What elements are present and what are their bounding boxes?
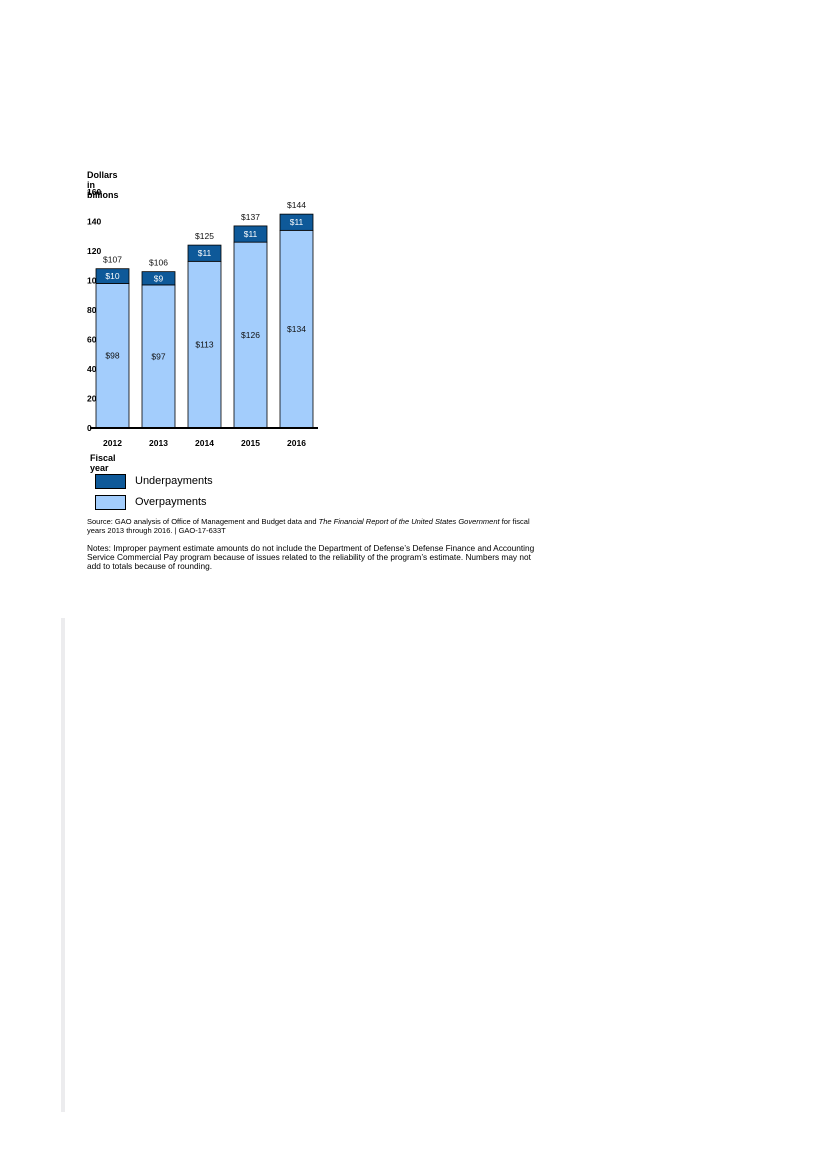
source-title: The Financial Report of the United State… bbox=[318, 517, 500, 526]
y-tick-label-40: 40 bbox=[87, 364, 97, 374]
source-prefix: Source: GAO analysis of Office of Manage… bbox=[87, 517, 319, 526]
bar-overpayments-2016 bbox=[279, 229, 314, 429]
y-axis-label: Dollars in billions bbox=[87, 170, 119, 200]
source-note: Source: GAO analysis of Office of Manage… bbox=[87, 517, 547, 535]
data-label-overpayments-2012: $98 bbox=[105, 351, 119, 361]
notes: Notes: Improper payment estimate amounts… bbox=[87, 543, 535, 571]
legend: Underpayments Overpayments bbox=[95, 471, 213, 513]
y-tick-label-160: 160 bbox=[87, 187, 101, 197]
y-tick-label-120: 120 bbox=[87, 246, 101, 256]
total-label-2015: $137 bbox=[241, 212, 260, 222]
legend-swatch-underpayments bbox=[95, 473, 126, 489]
total-label-2013: $106 bbox=[149, 258, 168, 268]
y-tick-label-100: 100 bbox=[87, 276, 101, 286]
y-tick-label-20: 20 bbox=[87, 394, 97, 404]
x-tick-label-2013: 2013 bbox=[149, 438, 168, 448]
data-label-underpayments-2014: $11 bbox=[198, 248, 212, 258]
x-tick-label-2012: 2012 bbox=[103, 438, 122, 448]
data-label-underpayments-2012: $10 bbox=[105, 271, 119, 281]
bar-overpayments-2015 bbox=[233, 241, 268, 429]
margin-rule bbox=[61, 618, 65, 1112]
y-tick-label-140: 140 bbox=[87, 217, 101, 227]
x-tick-label-2016: 2016 bbox=[287, 438, 306, 448]
stacked-bar-chart: 0 20 40 60 80 100 120 140 160 $98 $10 $107 2012 $97 $9… bbox=[87, 187, 318, 448]
data-label-underpayments-2016: $11 bbox=[290, 217, 304, 227]
bar-underpayments-2015 bbox=[233, 225, 268, 243]
data-label-overpayments-2015: $126 bbox=[241, 330, 260, 340]
source-suffix: for fiscal years 2013 through 2016. | GA… bbox=[87, 517, 530, 535]
data-label-overpayments-2013: $97 bbox=[151, 351, 165, 361]
bar-underpayments-2013 bbox=[141, 271, 176, 286]
data-label-underpayments-2015: $11 bbox=[244, 229, 258, 239]
bar-overpayments-2013 bbox=[141, 284, 176, 429]
x-tick-label-2014: 2014 bbox=[195, 438, 214, 448]
total-label-2016: $144 bbox=[287, 200, 306, 210]
data-label-overpayments-2014: $113 bbox=[195, 340, 214, 350]
total-label-2012: $107 bbox=[103, 255, 122, 265]
legend-swatch-overpayments bbox=[95, 494, 126, 510]
y-tick-label-80: 80 bbox=[87, 305, 97, 315]
legend-item-underpayments: Underpayments bbox=[95, 471, 213, 491]
x-axis-label: Fiscal year bbox=[90, 453, 116, 473]
data-label-underpayments-2013: $9 bbox=[154, 273, 164, 283]
total-label-2014: $125 bbox=[195, 231, 214, 241]
bar-underpayments-2012 bbox=[95, 268, 130, 284]
bar-overpayments-2014 bbox=[187, 260, 222, 429]
legend-item-overpayments: Overpayments bbox=[95, 492, 213, 512]
data-label-overpayments-2016: $134 bbox=[287, 324, 306, 334]
y-tick-label-60: 60 bbox=[87, 335, 97, 345]
bar-overpayments-2012 bbox=[95, 283, 130, 429]
bar-underpayments-2016 bbox=[279, 213, 314, 231]
y-tick-label-0: 0 bbox=[87, 423, 92, 433]
bar-underpayments-2014 bbox=[187, 244, 222, 262]
legend-label-overpayments: Overpayments bbox=[135, 496, 207, 508]
x-tick-label-2015: 2015 bbox=[241, 438, 260, 448]
legend-label-underpayments: Underpayments bbox=[135, 475, 213, 487]
